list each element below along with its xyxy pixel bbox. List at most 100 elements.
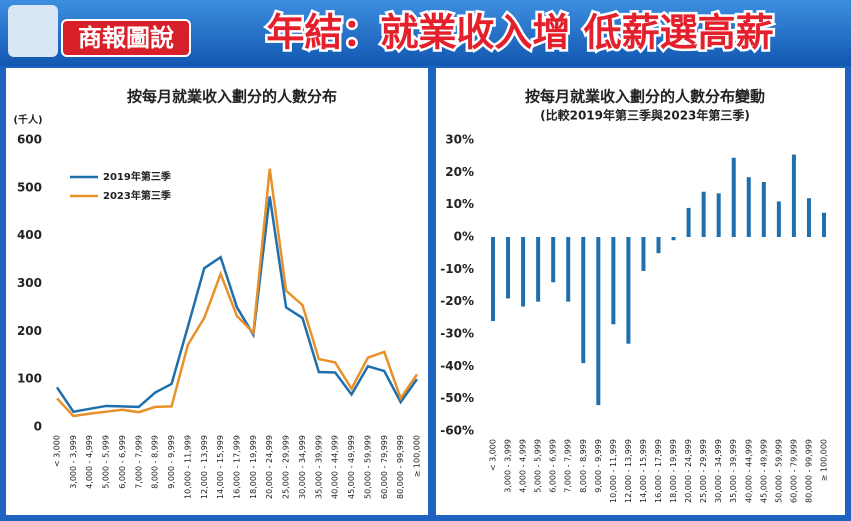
x-tick-label: 14,000 - 15,999 [639,439,648,503]
bar [822,212,826,237]
bar [671,237,676,241]
x-tick-label: 20,000 - 24,999 [684,439,693,503]
x-tick-label: 7,000 - 7,999 [564,439,573,493]
x-tick-label: 16,000 - 17,999 [654,439,663,503]
y-tick-label: 0 [34,420,42,434]
bar [776,201,781,237]
x-tick-label: 12,000 - 13,999 [624,439,633,503]
x-tick-label: 4,000 - 4,999 [519,439,528,493]
legend-label: 2023年第三季 [103,189,172,202]
line-series [55,196,419,414]
y-tick-label: 0% [454,230,474,244]
x-tick-label: 50,000 - 59,999 [363,435,372,499]
bar [626,237,631,344]
x-tick-label: ≥ 100,000 [413,435,422,477]
x-tick-label: 6,000 - 6,999 [549,439,558,493]
x-tick-label: 6,000 - 6,999 [118,435,127,489]
x-tick-label: 40,000 - 44,999 [744,439,753,503]
bar [806,198,811,237]
bar [791,154,796,237]
y-tick-label: -40% [440,359,474,373]
chart-subtitle: (比較2019年第三季與2023年第三季) [540,108,750,123]
x-tick-label: 16,000 - 17,999 [233,435,242,499]
bar [761,182,766,237]
x-tick-label: 14,000 - 15,999 [216,435,225,499]
chart-title: 按每月就業收入劃分的人數分布 [127,88,337,106]
left-panel [6,68,428,515]
x-tick-label: 30,000 - 34,999 [298,435,307,499]
x-tick-label: 8,000 - 8,999 [151,435,160,489]
header-title: 年結：就業收入增 低薪選高薪 [266,11,773,55]
x-tick-label: 50,000 - 59,999 [774,439,783,503]
x-tick-label: 30,000 - 34,999 [714,439,723,503]
y-tick-label: 100 [17,372,42,386]
y-tick-label: 20% [445,165,474,179]
x-tick-label: 40,000 - 44,999 [331,435,340,499]
x-tick-label: < 3,000 [489,439,498,471]
bar [641,237,646,271]
x-tick-label: 3,000 - 3,999 [504,439,513,493]
x-tick-label: 60,000 - 79,999 [789,439,798,503]
y-tick-label: 300 [17,276,42,290]
right-panel [436,68,845,515]
x-tick-label: 80,000 - 99,999 [396,435,405,499]
x-tick-label: 18,000 - 19,999 [249,435,258,499]
x-tick-label: 45,000 - 49,999 [759,439,768,503]
bar [731,157,736,237]
x-tick-label: 5,000 - 5,999 [102,435,111,489]
y-tick-label: -60% [440,424,474,438]
y-tick-label: -30% [440,327,474,341]
x-tick-label: 8,000 - 8,999 [579,439,588,493]
y-tick-label: -20% [440,294,474,308]
x-tick-label: 10,000 - 11,999 [183,435,192,499]
x-tick-label: 5,000 - 5,999 [534,439,543,493]
bar [656,237,661,254]
x-tick-label: 7,000 - 7,999 [134,435,143,489]
x-tick-label: 4,000 - 4,999 [85,435,94,489]
bar [746,177,751,237]
x-tick-label: 25,000 - 29,999 [282,435,291,499]
bar [581,237,586,364]
x-tick-label: 9,000 - 9,999 [594,439,603,493]
legend-label: 2019年第三季 [103,170,172,183]
line-series [56,168,419,418]
x-tick-label: ≥ 100,000 [820,439,829,481]
y-tick-label: -10% [440,262,474,276]
x-tick-label: 12,000 - 13,999 [200,435,209,499]
bar [686,207,691,237]
logo-icon [8,5,58,57]
bar [566,237,571,302]
bar [521,237,526,307]
bar [536,237,541,302]
x-tick-label: 9,000 - 9,999 [167,435,176,489]
logo-box [61,19,191,57]
x-tick-label: 35,000 - 39,999 [314,435,323,499]
x-tick-label: 60,000 - 79,999 [380,435,389,499]
x-tick-label: < 3,000 [53,435,62,467]
y-tick-label: 10% [445,197,474,211]
x-tick-label: 35,000 - 39,999 [729,439,738,503]
chart-title: 按每月就業收入劃分的人數分布變動 [525,88,765,106]
logo: 商報圖說 [78,24,174,52]
x-tick-label: 80,000 - 99,999 [804,439,813,503]
bar [716,193,721,237]
bar [506,237,511,299]
y-tick-label: 400 [17,228,42,242]
y-axis-label: (千人) [13,113,42,126]
bar [611,237,616,325]
bar [551,237,556,283]
x-tick-label: 45,000 - 49,999 [347,435,356,499]
y-tick-label: 500 [17,180,42,194]
y-tick-label: -50% [440,391,474,405]
x-tick-label: 10,000 - 11,999 [609,439,618,503]
bar [701,191,706,237]
y-tick-label: 600 [17,133,42,147]
x-tick-label: 3,000 - 3,999 [69,435,78,489]
x-tick-label: 18,000 - 19,999 [669,439,678,503]
y-tick-label: 200 [17,324,42,338]
bar [491,237,495,322]
x-tick-label: 20,000 - 24,999 [265,435,274,499]
bar [596,237,601,406]
y-tick-label: 30% [445,133,474,147]
